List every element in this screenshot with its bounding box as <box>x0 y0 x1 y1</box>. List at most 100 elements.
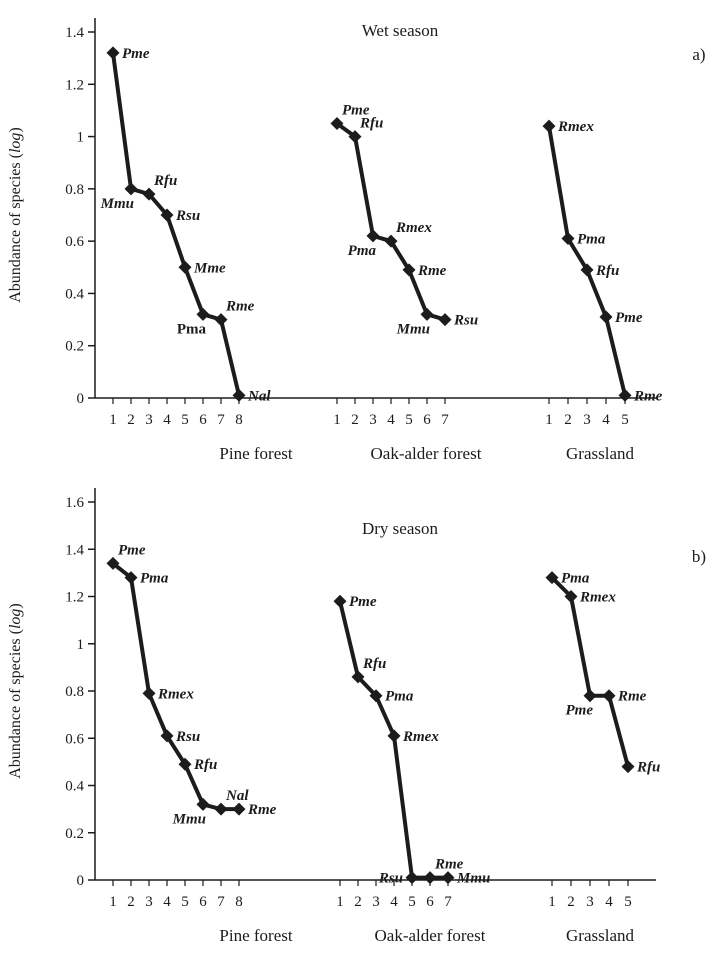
y-tick-label: 0.2 <box>65 826 84 842</box>
data-point-marker <box>232 802 246 816</box>
wet-season-chart: Wet season a) 0 0.2 0.4 0.6 0.8 1 1.2 1.4 Abunda… <box>7 18 706 463</box>
group-label: Pine forest <box>219 926 292 945</box>
x-tick-label: 8 <box>235 412 243 428</box>
species-label: Rme <box>417 263 447 279</box>
data-point-marker <box>618 388 632 402</box>
species-label: Rsu <box>175 208 200 224</box>
y-tick-label: 0.4 <box>65 286 84 302</box>
y-axis-label: Abundance of species (log) <box>7 127 24 303</box>
x-tick-label: 5 <box>624 894 632 910</box>
data-point-marker <box>214 313 228 327</box>
x-tick-label: 5 <box>181 412 189 428</box>
data-point-marker <box>583 689 597 703</box>
species-label: Rmex <box>157 686 194 702</box>
plot-area-dry: 0 0.2 0.4 0.6 0.8 1 1.2 1.4 1.6 Abundance of spec… <box>7 488 660 945</box>
data-point-marker <box>423 871 437 885</box>
species-label: Rfu <box>193 757 217 773</box>
group-label: Oak-alder forest <box>371 444 482 463</box>
y-tick-label: 1.2 <box>65 77 84 93</box>
dry-season-chart: Dry season b) 0 0.2 0.4 0.6 0.8 1 1.2 1.4 1.6 Abu… <box>7 488 706 945</box>
species-label: Pme <box>342 103 370 119</box>
species-label: Rme <box>434 857 464 873</box>
y-tick-label: 0 <box>77 873 85 889</box>
x-tick-label: 1 <box>333 412 341 428</box>
species-label: Rme <box>633 388 663 404</box>
group-label: Oak-alder forest <box>375 926 486 945</box>
x-tick-label: 6 <box>199 412 207 428</box>
data-point-marker <box>330 117 344 130</box>
species-label: Rmex <box>557 119 594 135</box>
data-point-marker <box>366 229 380 243</box>
species-label: Pme <box>118 542 146 558</box>
data-point-marker <box>196 797 210 811</box>
species-label: Mmu <box>172 811 206 827</box>
data-point-marker <box>545 571 559 585</box>
x-tick-label: 2 <box>567 894 575 910</box>
data-point-marker <box>542 119 556 133</box>
x-tick-label: 6 <box>423 412 431 428</box>
x-tick-label: 7 <box>217 894 225 910</box>
data-point-marker <box>438 313 452 327</box>
x-tick-label: 7 <box>444 894 452 910</box>
data-point-marker <box>561 232 575 246</box>
data-point-marker <box>232 388 246 402</box>
x-tick-label: 4 <box>602 412 610 428</box>
species-label: Rfu <box>153 173 177 189</box>
x-tick-label: 1 <box>548 894 556 910</box>
y-tick-label: 1.6 <box>65 495 84 511</box>
species-label: Pme <box>349 594 377 610</box>
y-tick-label: 1.2 <box>65 590 84 606</box>
data-point-marker <box>441 871 455 885</box>
species-label: Rmex <box>402 729 439 745</box>
species-label: Rsu <box>453 313 478 329</box>
species-label: Mme <box>193 260 226 276</box>
data-point-marker <box>160 729 174 743</box>
species-label: Pma <box>177 321 207 337</box>
x-tick-label: 1 <box>109 894 117 910</box>
data-point-marker <box>369 689 383 703</box>
x-tick-label: 4 <box>387 412 395 428</box>
data-point-marker <box>124 571 138 585</box>
data-point-marker <box>564 590 578 603</box>
species-label: Mmu <box>456 871 490 887</box>
group-label: Grassland <box>566 444 634 463</box>
data-point-marker <box>106 46 120 60</box>
species-label: Pma <box>348 243 377 259</box>
species-label: Pma <box>561 571 590 587</box>
species-label: Mmu <box>396 321 430 337</box>
x-tick-label: 1 <box>545 412 553 428</box>
x-tick-label: 6 <box>426 894 434 910</box>
data-point-marker <box>142 187 156 201</box>
species-label: Rme <box>225 299 255 315</box>
data-point-marker <box>214 802 228 816</box>
species-label: Nal <box>225 788 249 804</box>
y-tick-label: 0.2 <box>65 339 84 355</box>
data-point-marker <box>621 760 635 774</box>
x-tick-label: 3 <box>145 894 153 910</box>
x-tick-label: 3 <box>583 412 591 428</box>
series-line <box>550 576 630 768</box>
y-tick-label: 0.8 <box>65 182 84 198</box>
data-point-marker <box>142 686 156 700</box>
x-tick-label: 6 <box>199 894 207 910</box>
data-point-marker <box>420 307 434 321</box>
x-tick-label: 5 <box>408 894 416 910</box>
y-tick-label: 0.6 <box>65 731 84 747</box>
plot-area-wet: 0 0.2 0.4 0.6 0.8 1 1.2 1.4 Abundance of species… <box>7 18 663 463</box>
data-point-marker <box>351 670 365 684</box>
x-tick-label: 5 <box>181 894 189 910</box>
x-tick-label: 2 <box>564 412 572 428</box>
x-tick-label: 4 <box>390 894 398 910</box>
species-label: Rfu <box>359 116 383 132</box>
x-tick-label: 4 <box>163 894 171 910</box>
species-label: Rfu <box>595 263 619 279</box>
species-label: Pma <box>385 689 414 705</box>
y-axis-label: Abundance of species (log) <box>7 603 24 779</box>
data-point-marker <box>384 234 398 248</box>
x-tick-label: 4 <box>605 894 613 910</box>
data-point-marker <box>580 263 594 277</box>
species-label: Pme <box>615 310 643 326</box>
x-tick-label: 3 <box>586 894 594 910</box>
y-tick-label: 1 <box>77 130 85 146</box>
x-tick-label: 8 <box>235 894 243 910</box>
